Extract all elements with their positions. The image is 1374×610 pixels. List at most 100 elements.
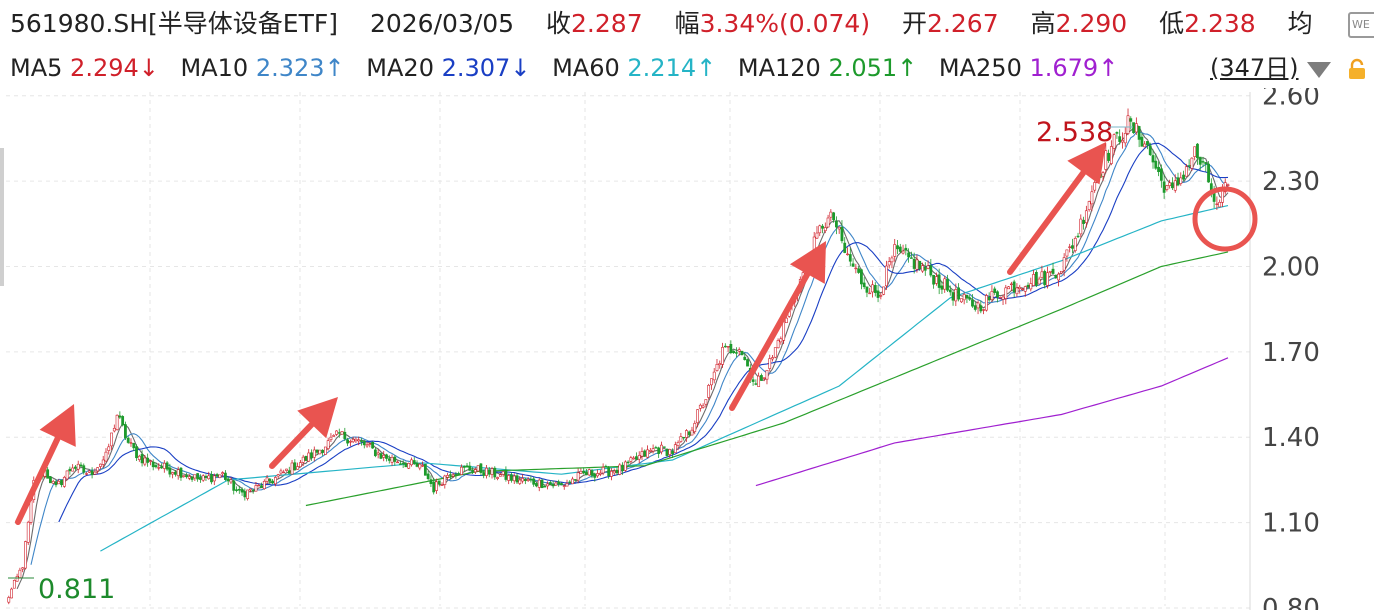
ma250-value: 1.679↑ xyxy=(1029,54,1119,82)
candle-body xyxy=(576,472,580,481)
min-price-label: 0.811 xyxy=(38,574,115,605)
candle-body xyxy=(346,439,350,444)
candle-body xyxy=(162,462,166,469)
candle-body xyxy=(373,449,377,457)
candle-body xyxy=(298,462,302,468)
candle-body xyxy=(615,469,619,474)
candle-body xyxy=(1118,136,1122,142)
candle-body xyxy=(768,358,772,369)
candle-body xyxy=(57,480,61,485)
candle-body xyxy=(723,345,727,348)
candle-body xyxy=(1101,172,1105,177)
candle-body xyxy=(676,442,680,446)
candle-body xyxy=(60,479,63,486)
candle-body xyxy=(1023,286,1027,292)
candle-body xyxy=(829,211,833,218)
candle-body xyxy=(49,476,52,484)
candle-body xyxy=(1040,271,1044,278)
lock-icon[interactable] xyxy=(1346,58,1368,80)
candle-body xyxy=(332,435,336,437)
candle-body xyxy=(1129,118,1133,122)
quote-date: 2026/03/05 xyxy=(369,9,515,38)
candle-body xyxy=(907,252,911,258)
candle-body xyxy=(1037,278,1041,285)
candle-body xyxy=(601,466,605,474)
candle-body xyxy=(68,468,72,472)
candle-body xyxy=(473,469,477,473)
candle-body xyxy=(307,452,311,462)
candle-body xyxy=(310,452,313,459)
candle-body xyxy=(715,364,719,371)
ma10-value: 2.323↑ xyxy=(255,54,345,82)
candle-body xyxy=(757,375,761,387)
candle-body xyxy=(218,474,222,478)
candle-body xyxy=(918,260,922,270)
candle-body xyxy=(835,220,838,228)
candle-body xyxy=(1204,162,1208,165)
candle-body xyxy=(357,439,361,442)
candle-body xyxy=(1179,177,1183,184)
ma120-line xyxy=(305,251,1229,507)
candle-body xyxy=(712,371,716,381)
dropdown-triangle-icon[interactable] xyxy=(1307,62,1331,78)
candle-body xyxy=(1068,246,1072,248)
candle-body xyxy=(607,467,611,476)
candle-body xyxy=(560,483,563,486)
ma250-label: MA250 xyxy=(938,54,1022,82)
candle-body xyxy=(460,466,463,475)
candle-body xyxy=(979,305,983,312)
candle-body xyxy=(65,470,69,480)
ma20-value: 2.307↓ xyxy=(441,54,531,82)
trend-arrow-4-head xyxy=(1067,142,1106,185)
candle-body xyxy=(212,475,216,482)
trend-arrow-1-head xyxy=(39,404,76,447)
candle-body xyxy=(249,488,252,491)
candle-body xyxy=(832,212,836,220)
open-label: 开 xyxy=(902,9,928,38)
candle-body xyxy=(46,469,50,479)
candle-body xyxy=(1032,274,1035,286)
candle-body xyxy=(371,442,375,449)
candle-body xyxy=(457,473,461,475)
kline-chart[interactable]: 2.60 2.30 2.00 1.70 1.40 1.10 0.80 2.538 0.811 xyxy=(0,88,1374,610)
candle-body xyxy=(107,446,111,451)
candle-body xyxy=(862,282,866,288)
candle-body xyxy=(1132,122,1135,134)
candle-body xyxy=(990,291,994,300)
candle-body xyxy=(362,441,366,446)
candle-body xyxy=(24,541,27,569)
candle-body xyxy=(323,446,327,455)
candle-body xyxy=(846,253,849,256)
candle-body xyxy=(285,468,288,471)
candle-body xyxy=(546,483,549,487)
candle-body xyxy=(199,477,202,480)
candle-body xyxy=(82,465,86,473)
candle-body xyxy=(568,481,572,484)
candle-body xyxy=(1165,185,1169,190)
candle-body xyxy=(854,267,858,270)
candle-body xyxy=(1123,133,1127,144)
weixin-icon[interactable]: WE xyxy=(1348,12,1374,38)
candle-body xyxy=(1054,275,1058,279)
candle-body xyxy=(1193,146,1197,157)
candle-body xyxy=(301,456,305,463)
period-selector[interactable]: (347日) xyxy=(1210,54,1299,82)
candle-body xyxy=(151,461,155,468)
candle-body xyxy=(243,491,247,498)
candle-body xyxy=(662,446,666,448)
candle-body xyxy=(365,444,369,447)
candle-body xyxy=(948,289,952,293)
candle-body xyxy=(848,254,852,262)
candle-body xyxy=(446,475,449,478)
candle-body xyxy=(1126,115,1130,134)
candle-body xyxy=(490,468,494,475)
candle-body xyxy=(287,470,291,474)
candle-body xyxy=(926,265,930,269)
candle-body xyxy=(1082,219,1085,224)
candle-body xyxy=(921,265,924,272)
candle-body xyxy=(343,431,347,439)
candle-body xyxy=(1154,160,1158,169)
candle-body xyxy=(1201,161,1205,163)
candle-body xyxy=(1087,201,1091,211)
highlight-circle xyxy=(1192,186,1258,252)
